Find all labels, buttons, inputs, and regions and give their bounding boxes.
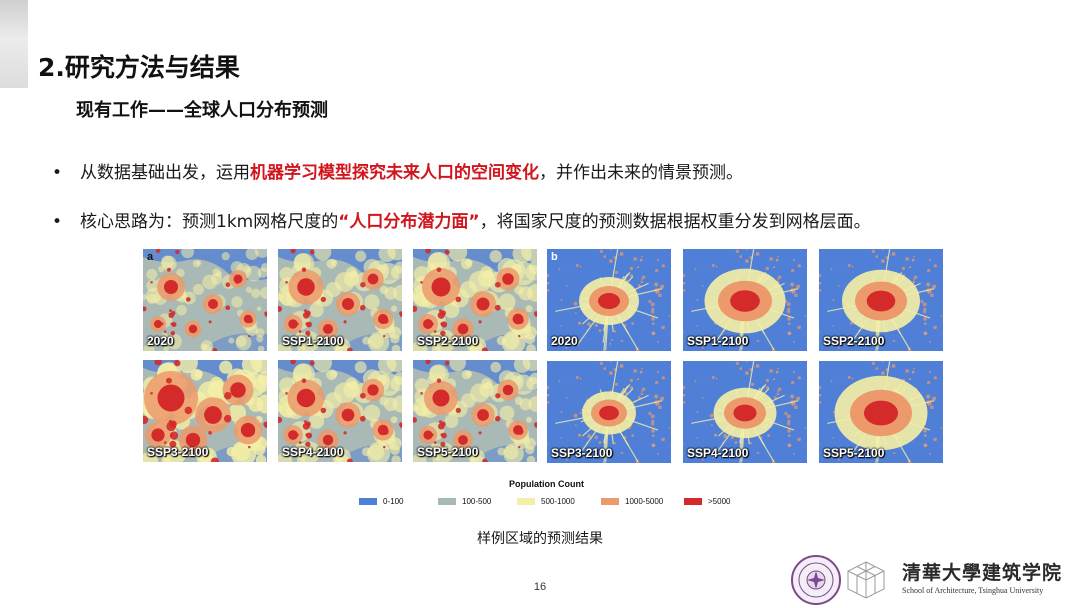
logo-name: 清華大學建筑学院 [902,562,1063,584]
sub-title: 现有工作——全球人口分布预测 [76,100,328,121]
map-panel-a-ssp1: SSP1-2100 [278,249,402,351]
population-map-image [413,360,537,462]
panel-label: SSP4-2100 [282,445,344,459]
panel-label: SSP1-2100 [687,334,749,348]
bullet-text: 核心思路为：预测1km网格尺度的 [80,212,339,232]
legend-item: 100-500 [438,495,491,507]
population-map-image [143,360,267,462]
legend-item: 500-1000 [517,495,575,507]
panel-label: 2020 [147,334,174,348]
map-panel-b-ssp5: SSP5-2100 [819,361,943,463]
bullet-highlight: “人口分布潜力面” [338,212,480,232]
map-panel-a-2020: a 2020 [143,249,267,351]
population-map-image [413,249,537,351]
population-map-image [547,361,671,463]
panel-label: SSP2-2100 [417,334,479,348]
map-panel-b-2020: b 2020 [547,249,671,351]
legend-swatch [601,497,619,505]
map-panel-a-ssp3: SSP3-2100 [143,360,267,462]
architecture-cube-icon [847,561,885,599]
panel-label: SSP5-2100 [823,446,885,460]
population-map-image [547,249,671,351]
bullet-marker: • [52,163,63,183]
population-map-image [278,360,402,462]
legend-item: >5000 [684,495,730,507]
legend-label: >5000 [708,496,731,506]
panel-group-letter: b [551,251,558,263]
legend-swatch [517,497,535,505]
map-panel-a-ssp2: SSP2-2100 [413,249,537,351]
map-panel-b-ssp4: SSP4-2100 [683,361,807,463]
panel-label: SSP1-2100 [282,334,344,348]
legend-label: 500-1000 [541,496,575,506]
legend-item: 1000-5000 [601,495,663,507]
map-panel-a-ssp5: SSP5-2100 [413,360,537,462]
legend-label: 100-500 [462,496,492,506]
university-logo: 清華大學建筑学院 School of Architecture, Tsinghu… [790,554,1080,608]
legend-swatch [438,497,456,505]
map-panel-b-ssp2: SSP2-2100 [819,249,943,351]
legend-swatch [359,497,377,505]
bullet-item: • 从数据基础出发，运用机器学习模型探究未来人口的空间变化，并作出未来的情景预测。 [52,158,743,183]
panel-label: SSP3-2100 [147,445,209,459]
legend-label: 0-100 [383,496,404,506]
corner-decoration [0,0,28,88]
map-panel-b-ssp3: SSP3-2100 [547,361,671,463]
panel-label: 2020 [551,334,578,348]
logo-subtitle: School of Architecture, Tsinghua Univers… [902,586,1044,595]
figure-caption: 样例区域的预测结果 [477,531,603,547]
legend-swatch [684,497,702,505]
population-map-image [819,361,943,463]
panel-group-letter: a [147,251,154,263]
university-seal-icon [791,555,841,605]
panel-label: SSP5-2100 [417,445,479,459]
bullet-marker: • [52,212,63,232]
panel-label: SSP2-2100 [823,334,885,348]
panel-label: SSP3-2100 [551,446,613,460]
bullet-highlight: 机器学习模型探究未来人口的空间变化 [250,163,539,183]
map-panel-b-ssp1: SSP1-2100 [683,249,807,351]
population-map-image [683,361,807,463]
bullet-text: ，并作出未来的情景预测。 [539,163,743,183]
legend-label: 1000-5000 [625,496,664,506]
legend-title: Population Count [509,479,584,489]
population-map-image [683,249,807,351]
bullet-text: ，将国家尺度的预测数据根据权重分发到网格层面。 [479,212,871,232]
population-map-image [143,249,267,351]
map-panel-a-ssp4: SSP4-2100 [278,360,402,462]
legend-item: 0-100 [359,495,403,507]
page-number: 16 [533,581,547,593]
bullet-item: • 核心思路为：预测1km网格尺度的“人口分布潜力面”，将国家尺度的预测数据根据权… [52,207,871,232]
population-map-image [819,249,943,351]
section-title: 2.研究方法与结果 [38,53,240,82]
population-map-image [278,249,402,351]
bullet-text: 从数据基础出发，运用 [80,163,250,183]
panel-label: SSP4-2100 [687,446,749,460]
